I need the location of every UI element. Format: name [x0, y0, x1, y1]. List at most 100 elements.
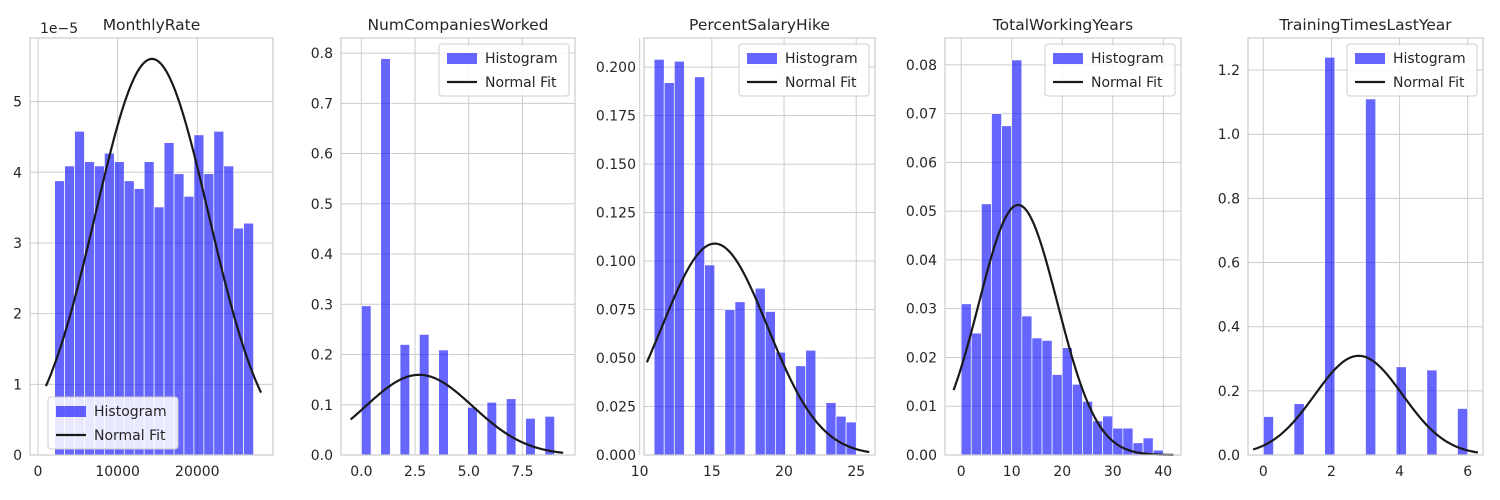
x-tick-label: 20000 [175, 464, 220, 480]
normal-fit-line [1252, 354, 1479, 454]
x-tick-label: 20 [1053, 464, 1071, 480]
legend-histogram-swatch [447, 53, 477, 64]
normal-fit-line [44, 57, 263, 394]
chart-title: TotalWorkingYears [992, 16, 1133, 34]
y-tick-label: 0.6 [311, 147, 333, 163]
y-tick-label: 0.125 [596, 206, 636, 222]
histogram-bar [1092, 420, 1104, 456]
histogram-bar [1324, 56, 1336, 456]
x-tick-label: 5.0 [458, 464, 480, 480]
histogram-bar [525, 417, 536, 456]
histogram-bar [1041, 340, 1053, 456]
axes-frame [944, 37, 1182, 456]
y-tick-label: 0.175 [596, 109, 636, 125]
histogram-bars [361, 58, 555, 456]
y-tick-label: 1 [13, 377, 22, 393]
histogram-bar [213, 130, 225, 456]
panel-4: 0 10 20 30 40 0.00 0.01 0.02 0.03 0.04 0.05 0.06 0.0… [906, 16, 1182, 480]
normal-fit-line [349, 373, 564, 454]
histogram-bar [673, 60, 685, 456]
y-tick-label: 0.200 [596, 60, 636, 76]
x-tick-label: 15 [703, 464, 721, 480]
panel-2: 0.0 2.5 5.0 7.5 0.0 0.1 0.2 0.3 0.4 0.5 0.6 0.7 0.8 N… [311, 16, 576, 480]
histogram-bar [734, 301, 746, 456]
y-tick-label: 0.8 [1218, 191, 1240, 207]
legend: Histogram Normal Fit [738, 43, 870, 97]
histogram-bar [845, 421, 857, 456]
histogram-bar [486, 401, 497, 456]
y-tick-label: 0.8 [311, 46, 333, 62]
legend-histogram-swatch [747, 53, 777, 64]
histogram-bar [1426, 369, 1438, 456]
histogram-bar [805, 349, 817, 456]
histogram-bar [835, 415, 847, 456]
y-tick-label: 0.075 [596, 303, 636, 319]
histogram-bar [505, 398, 517, 456]
y-tick-label: 0.00 [906, 448, 937, 464]
x-tick-label: 20 [775, 464, 793, 480]
histogram-bar [663, 82, 675, 456]
histogram-bar [704, 264, 716, 456]
y-tick-label: 3 [13, 236, 22, 252]
x-tick-label: 2 [1327, 464, 1336, 480]
y-tick-label: 0.0 [1218, 448, 1240, 464]
y-tick-label: 5 [13, 95, 22, 111]
y-tick-label: 0.05 [906, 204, 937, 220]
y-tick-label: 0.000 [596, 448, 636, 464]
y-tick-label: 0.2 [311, 348, 333, 364]
y-tick-label: 0.08 [906, 58, 937, 74]
histogram-bar [419, 334, 430, 456]
y-tick-label: 0.4 [1218, 320, 1240, 336]
histogram-bar [1021, 315, 1033, 456]
histogram-bar [795, 365, 807, 456]
legend: Histogram Normal Fit [1346, 43, 1478, 97]
y-tick-label: 2 [13, 307, 22, 323]
y-tick-label: 0.025 [596, 400, 636, 416]
histogram-bar [960, 303, 972, 456]
y-tick-label: 0.03 [906, 302, 937, 318]
panel-1: 0 10000 20000 0 1 2 3 4 5 1e−5 MonthlyRate Histogra… [13, 16, 274, 480]
y-tick-label: 1.0 [1218, 127, 1240, 143]
y-tick-label: 0.150 [596, 157, 636, 173]
y-tick-label: 0.7 [311, 96, 333, 112]
histogram-bar [1262, 416, 1274, 456]
histogram-bar [1365, 98, 1377, 456]
panel-5: 0 2 4 6 0.0 0.2 0.4 0.6 0.8 1.0 1.2 TrainingTimesLa… [1218, 16, 1484, 480]
x-tick-label: 7.5 [511, 464, 533, 480]
histogram-bar [825, 402, 837, 456]
x-tick-label: 10 [631, 464, 649, 480]
legend-histogram-label: Histogram [1393, 51, 1466, 67]
legend-fit-label: Normal Fit [1091, 75, 1163, 91]
chart-title: TrainingTimesLastYear [1278, 16, 1452, 34]
histogram-bar [467, 406, 478, 456]
y-tick-label: 0.100 [596, 254, 636, 270]
legend-fit-label: Normal Fit [485, 75, 557, 91]
histogram-bar [380, 58, 391, 456]
legend-fit-label: Normal Fit [1393, 75, 1465, 91]
x-tick-label: 0 [1259, 464, 1268, 480]
legend: Histogram Normal Fit [438, 43, 570, 97]
legend-histogram-label: Histogram [94, 404, 167, 420]
y-tick-label: 0.02 [906, 350, 937, 366]
x-tick-label: 0 [957, 464, 966, 480]
histogram-bar [694, 76, 705, 456]
x-tick-label: 40 [1154, 464, 1172, 480]
x-tick-label: 10000 [95, 464, 140, 480]
normal-fit-line [952, 203, 1174, 456]
x-tick-label: 0.0 [350, 464, 372, 480]
histogram-bar [183, 195, 195, 456]
histogram-bar [754, 287, 766, 456]
histogram-bar [243, 222, 254, 456]
y-tick-label: 0.06 [906, 155, 937, 171]
axes-frame [29, 37, 274, 456]
axes-frame [340, 37, 576, 456]
y-tick-label: 0.5 [311, 197, 333, 213]
x-tick-label: 0 [34, 464, 43, 480]
legend-fit-label: Normal Fit [785, 75, 857, 91]
histogram-bar [1051, 374, 1063, 456]
histogram-bar [1061, 347, 1073, 456]
y-tick-label: 0.6 [1218, 256, 1240, 272]
normal-fit-line [645, 242, 870, 454]
y-tick-label: 0.07 [906, 107, 937, 123]
